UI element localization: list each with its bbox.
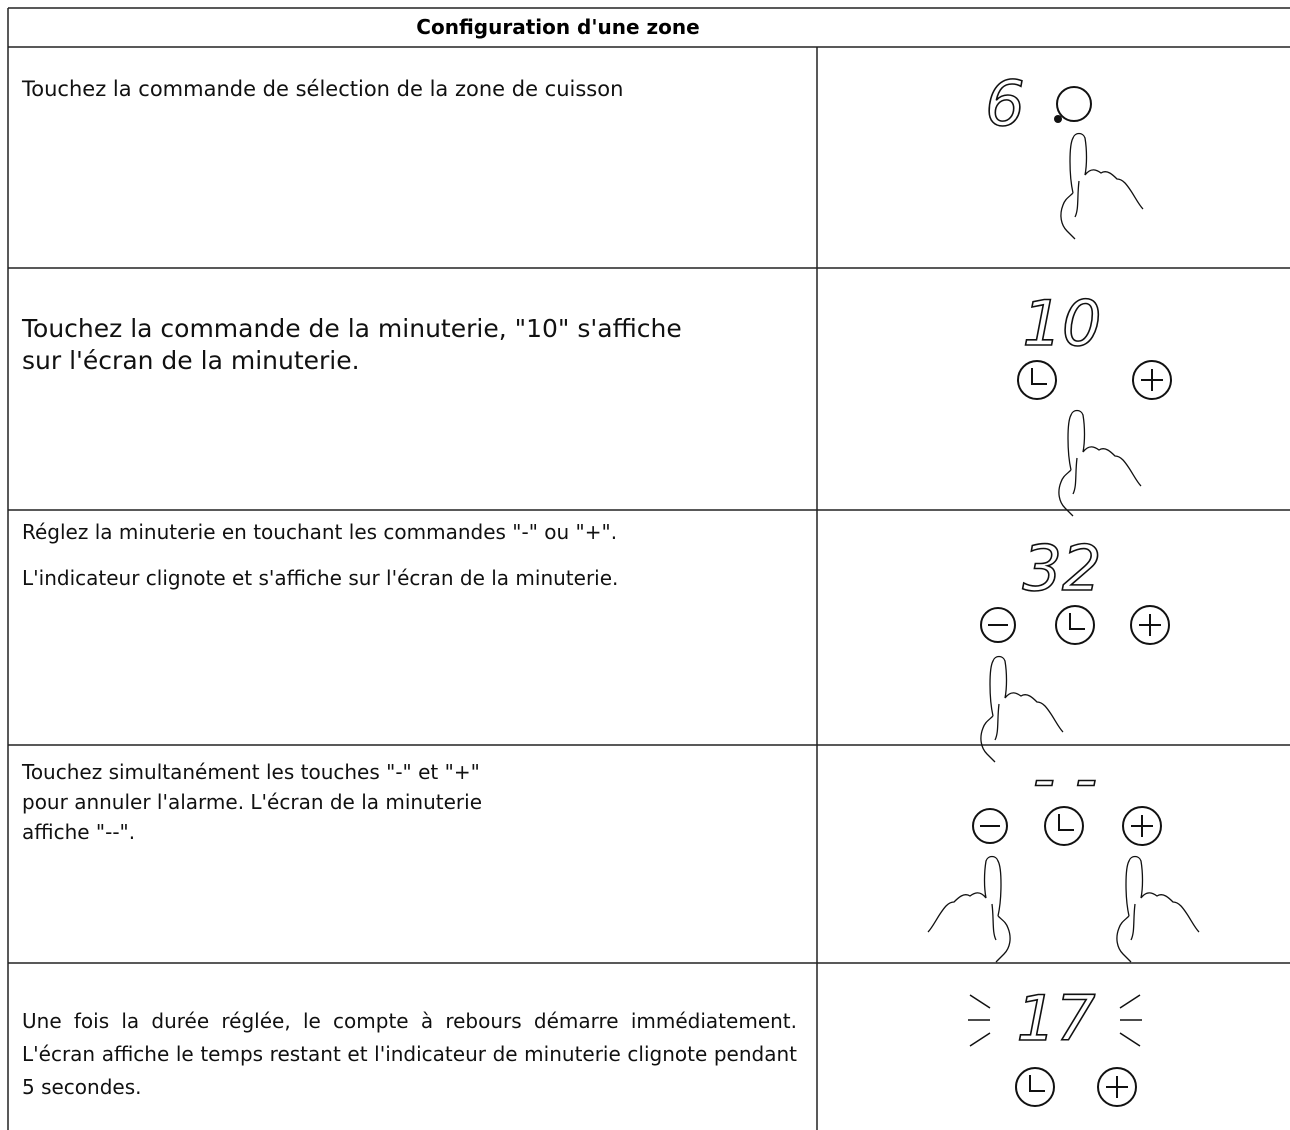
display-digits: 32: [1023, 532, 1102, 605]
instruction: Une fois la durée réglée, le compte à re…: [22, 1009, 797, 1099]
table-header: Configuration d'une zone: [416, 15, 700, 39]
instruction: Touchez la commande de la minuterie, "10…: [22, 314, 682, 343]
instruction: affiche "--".: [22, 820, 136, 844]
instruction: Touchez la commande de sélection de la z…: [22, 77, 624, 101]
instruction: Touchez simultanément les touches "-" et…: [22, 760, 480, 784]
instruction: sur l'écran de la minuterie.: [22, 346, 360, 375]
instruction: Réglez la minuterie en touchant les comm…: [22, 520, 618, 544]
instruction: L'indicateur clignote et s'affiche sur l…: [22, 566, 619, 590]
instruction: pour annuler l'alarme. L'écran de la min…: [22, 790, 483, 814]
display-digits: 17: [1017, 982, 1096, 1055]
display-digits: - -: [1033, 742, 1097, 815]
display-digits: 6: [985, 67, 1024, 140]
display-digits: 10: [1023, 287, 1102, 360]
